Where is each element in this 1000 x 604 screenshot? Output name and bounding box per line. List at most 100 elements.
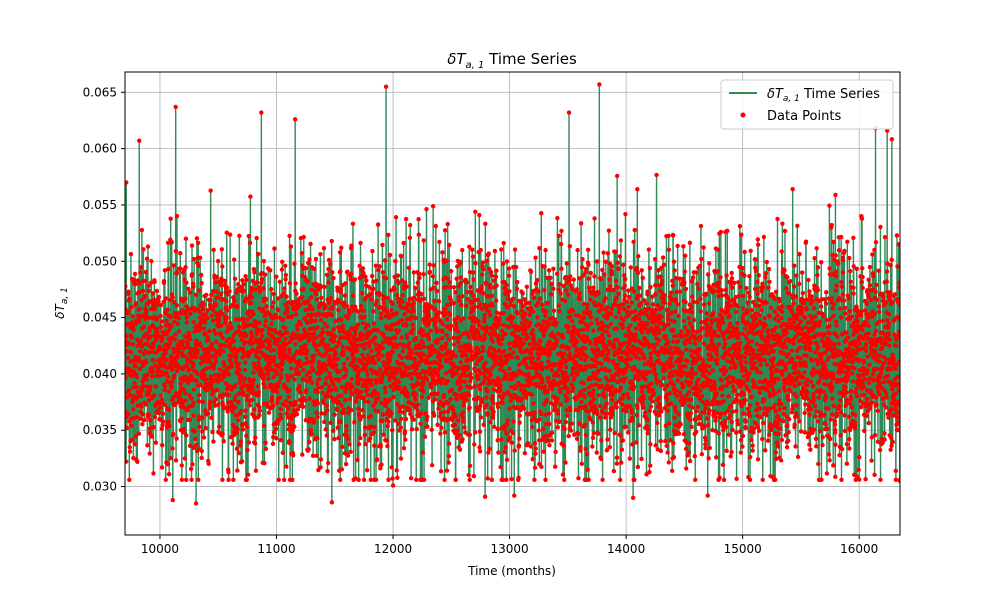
data-point bbox=[692, 318, 696, 322]
data-point bbox=[435, 314, 439, 318]
data-point bbox=[291, 336, 295, 340]
data-point bbox=[524, 395, 528, 399]
data-point bbox=[527, 375, 531, 379]
data-point bbox=[613, 431, 617, 435]
data-point bbox=[173, 332, 177, 336]
data-point bbox=[439, 469, 443, 473]
data-point bbox=[649, 404, 653, 408]
data-point bbox=[355, 458, 359, 462]
data-point bbox=[162, 279, 166, 283]
data-point bbox=[338, 250, 342, 254]
data-point bbox=[295, 412, 299, 416]
data-point bbox=[445, 468, 449, 472]
data-point bbox=[571, 385, 575, 389]
data-point bbox=[496, 427, 500, 431]
data-point bbox=[232, 257, 236, 261]
data-point bbox=[411, 301, 415, 305]
data-point bbox=[307, 257, 311, 261]
data-point bbox=[332, 437, 336, 441]
data-point bbox=[440, 336, 444, 340]
data-point bbox=[404, 284, 408, 288]
data-point bbox=[512, 493, 516, 497]
data-point bbox=[290, 478, 294, 482]
data-point bbox=[154, 338, 158, 342]
data-point bbox=[617, 306, 621, 310]
data-point bbox=[621, 318, 625, 322]
data-point bbox=[390, 465, 394, 469]
data-point bbox=[412, 270, 416, 274]
data-point bbox=[247, 440, 251, 444]
data-point bbox=[586, 324, 590, 328]
data-point bbox=[188, 337, 192, 341]
data-point bbox=[557, 282, 561, 286]
data-point bbox=[604, 401, 608, 405]
data-point bbox=[537, 246, 541, 250]
data-point bbox=[678, 422, 682, 426]
data-point bbox=[634, 333, 638, 337]
data-point bbox=[556, 288, 560, 292]
data-point bbox=[190, 272, 194, 276]
data-point bbox=[309, 295, 313, 299]
data-point bbox=[407, 266, 411, 270]
data-point bbox=[596, 291, 600, 295]
data-point bbox=[425, 378, 429, 382]
data-point bbox=[160, 443, 164, 447]
data-point bbox=[602, 272, 606, 276]
data-point bbox=[615, 455, 619, 459]
data-point bbox=[204, 377, 208, 381]
data-point bbox=[271, 292, 275, 296]
data-point bbox=[147, 413, 151, 417]
data-point bbox=[237, 368, 241, 372]
data-point bbox=[195, 372, 199, 376]
data-point bbox=[250, 334, 254, 338]
data-point bbox=[678, 289, 682, 293]
data-point bbox=[414, 392, 418, 396]
data-point bbox=[529, 381, 533, 385]
data-point bbox=[257, 356, 261, 360]
data-point bbox=[380, 354, 384, 358]
data-point bbox=[544, 398, 548, 402]
data-point bbox=[243, 368, 247, 372]
data-point bbox=[578, 445, 582, 449]
data-point bbox=[695, 300, 699, 304]
data-point bbox=[588, 310, 592, 314]
data-point bbox=[489, 366, 493, 370]
data-point bbox=[467, 393, 471, 397]
data-point bbox=[690, 367, 694, 371]
data-point bbox=[651, 320, 655, 324]
data-point bbox=[570, 421, 574, 425]
data-point bbox=[683, 300, 687, 304]
data-point bbox=[510, 355, 514, 359]
data-point bbox=[598, 404, 602, 408]
data-point bbox=[360, 353, 364, 357]
data-point bbox=[536, 289, 540, 293]
data-point bbox=[319, 296, 323, 300]
data-point bbox=[576, 432, 580, 436]
data-point bbox=[546, 375, 550, 379]
data-point bbox=[591, 436, 595, 440]
data-point bbox=[281, 451, 285, 455]
data-point bbox=[621, 326, 625, 330]
data-point bbox=[639, 457, 643, 461]
data-point bbox=[493, 249, 497, 253]
data-point bbox=[169, 323, 173, 327]
data-point bbox=[411, 309, 415, 313]
data-point bbox=[567, 278, 571, 282]
data-point bbox=[128, 393, 132, 397]
data-point bbox=[191, 363, 195, 367]
data-point bbox=[182, 427, 186, 431]
data-point bbox=[283, 277, 287, 281]
data-point bbox=[209, 293, 213, 297]
data-point bbox=[570, 319, 574, 323]
data-point bbox=[508, 347, 512, 351]
data-point bbox=[652, 363, 656, 367]
data-point bbox=[274, 274, 278, 278]
data-point bbox=[645, 302, 649, 306]
data-point bbox=[562, 284, 566, 288]
data-point bbox=[419, 292, 423, 296]
data-point bbox=[281, 317, 285, 321]
data-point bbox=[483, 336, 487, 340]
data-point bbox=[166, 307, 170, 311]
data-point bbox=[623, 376, 627, 380]
data-point bbox=[537, 428, 541, 432]
